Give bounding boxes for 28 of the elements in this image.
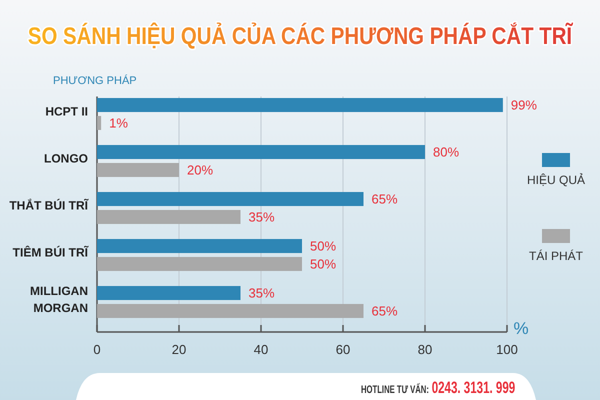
- x-axis-title: %: [513, 319, 529, 338]
- data-label: 65%: [372, 304, 398, 319]
- data-label: 50%: [310, 256, 336, 272]
- legend-label: HIỆU QUẢ: [526, 173, 586, 187]
- x-tick-label: 40: [254, 342, 268, 357]
- y-tick-label: TIÊM BÚI TRĨ: [12, 245, 89, 260]
- data-label: 1%: [109, 116, 128, 131]
- x-tick-label: 80: [418, 342, 432, 357]
- data-label: 35%: [248, 210, 275, 225]
- x-tick-label: 60: [336, 342, 350, 357]
- data-label: 35%: [248, 286, 275, 301]
- x-tick-label: 20: [172, 342, 186, 357]
- y-tick-label: MILLIGAN MORGAN: [30, 284, 88, 315]
- data-label: 50%: [310, 238, 336, 254]
- text: HOTLINE TƯ VẤN:: [361, 382, 429, 396]
- legend-label: TÁI PHÁT: [528, 249, 584, 263]
- x-tick-label: 0: [93, 342, 101, 357]
- y-tick-label: THẮT BÚI TRĨ: [9, 198, 89, 212]
- data-label: 65%: [372, 192, 398, 207]
- data-label: 99%: [510, 98, 538, 113]
- text: 0243. 3131. 999: [432, 379, 516, 398]
- y-tick-label: HCPT II: [45, 104, 88, 118]
- y-tick-label: LONGO: [44, 151, 88, 166]
- data-label: 80%: [433, 144, 460, 160]
- chart-title: SO SÁNH HIỆU QUẢ CỦA CÁC PHƯƠNG PHÁP CẮT TRĨ: [28, 22, 574, 50]
- y-axis-title: PHƯƠNG PHÁP: [53, 74, 137, 87]
- x-tick-label: 100: [496, 342, 518, 357]
- data-label: 20%: [187, 162, 214, 178]
